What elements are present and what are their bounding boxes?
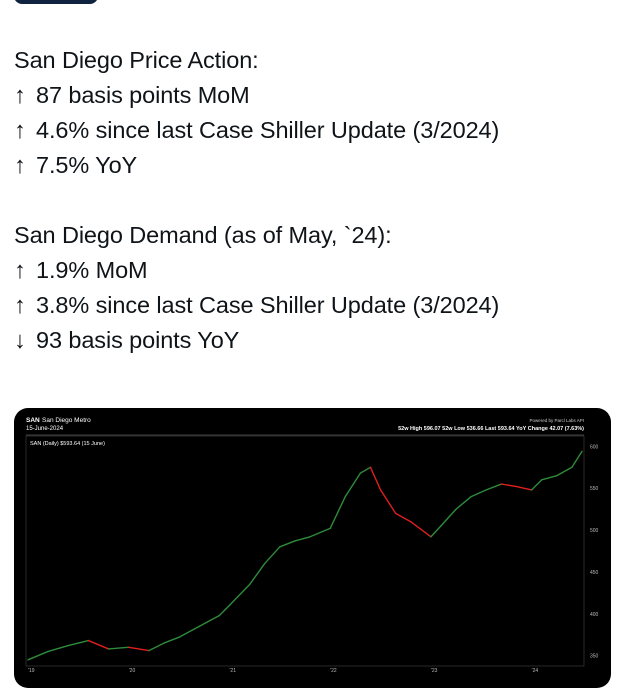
series-segment (27, 650, 49, 661)
up-arrow-icon: ↑ (14, 82, 26, 108)
series-segment (228, 583, 251, 607)
series-segment (359, 466, 372, 474)
x-tick-label: '20 (129, 668, 136, 674)
series-segment (530, 479, 543, 491)
demand-block: San Diego Demand (as of May, `24): ↑ 1.9%… (14, 218, 616, 358)
series-segment (67, 639, 90, 647)
series-segment (264, 546, 281, 565)
series-segment (485, 483, 503, 491)
y-tick-label: 400 (590, 612, 599, 618)
series-segment (379, 489, 397, 515)
series-segment (440, 508, 457, 527)
demand-line: ↓ 93 basis points YoY (14, 323, 616, 358)
y-tick-label: 350 (590, 654, 599, 660)
powered-by: Powered by Parcl Labs API (529, 418, 584, 423)
series-segment (369, 466, 382, 491)
series-segment (500, 483, 518, 488)
series-segment (178, 625, 200, 638)
demand-line: ↑ 3.8% since last Case Shiller Update (3/… (14, 288, 616, 323)
demand-title: San Diego Demand (as of May, `24): (14, 222, 392, 248)
y-tick-label: 550 (590, 486, 599, 492)
series-segment (329, 495, 346, 530)
chart-image[interactable]: SAN San Diego Metro 15-June-2024 Powered… (14, 408, 611, 688)
series-segment (279, 540, 296, 548)
x-tick-label: '21 (229, 668, 236, 674)
series-segment (541, 474, 558, 481)
series-segment (128, 646, 150, 652)
series-segment (410, 521, 432, 538)
demand-line: ↑ 1.9% MoM (14, 253, 616, 288)
series-segment (556, 466, 573, 477)
x-tick-label: '19 (28, 668, 35, 674)
series-label: SAN (Daily) $593.64 (15 June) (30, 441, 105, 447)
y-tick-label: 600 (590, 444, 599, 450)
chart-date: 15-June-2024 (26, 426, 64, 432)
y-tick-label: 450 (590, 570, 599, 576)
price-chart: SAN San Diego Metro 15-June-2024 Powered… (25, 417, 599, 674)
price-line: ↑ 7.5% YoY (14, 148, 616, 183)
series-segment (394, 512, 412, 523)
series-segment (430, 525, 442, 538)
series-segment (248, 562, 266, 586)
series-segment (163, 636, 180, 644)
series-segment (47, 644, 69, 653)
series-segment (294, 536, 311, 542)
up-arrow-icon: ↑ (14, 152, 26, 178)
x-tick-label: '23 (431, 668, 438, 674)
plot-frame (25, 435, 585, 667)
series-segment (344, 472, 362, 498)
up-arrow-icon: ↑ (14, 257, 26, 283)
series-segment (87, 639, 110, 650)
series-segment (571, 450, 583, 468)
plot-area: 350 400 450 500 550 600 '19 '20 '21 '22 '23 '24 (27, 444, 599, 674)
top-pill-button[interactable] (14, 0, 98, 4)
price-line: ↑ 87 basis points MoM (14, 78, 616, 113)
series-segment (107, 646, 130, 650)
price-action-block: San Diego Price Action: ↑ 87 basis points… (14, 43, 616, 183)
post-text: San Diego Price Action: ↑ 87 basis points… (14, 43, 616, 358)
series-segment (470, 489, 488, 498)
series-segment (148, 642, 165, 652)
series-segment (198, 614, 221, 628)
x-tick-label: '24 (532, 668, 539, 674)
up-arrow-icon: ↑ (14, 117, 26, 143)
chart-name: San Diego Metro (42, 417, 91, 424)
price-line: ↑ 4.6% since last Case Shiller Update (3/… (14, 113, 616, 148)
chart-stats: 52w High 596.07 52w Low 536.66 Last 593.… (398, 426, 584, 432)
chart-ticker: SAN (26, 417, 40, 424)
series-segment (455, 495, 472, 510)
down-arrow-icon: ↓ (14, 327, 26, 353)
series-segment (515, 485, 533, 491)
y-tick-label: 500 (590, 528, 599, 534)
series-segment (309, 527, 331, 538)
series-segment (218, 604, 231, 617)
up-arrow-icon: ↑ (14, 292, 26, 318)
price-action-title: San Diego Price Action: (14, 47, 259, 73)
x-tick-label: '22 (330, 668, 337, 674)
